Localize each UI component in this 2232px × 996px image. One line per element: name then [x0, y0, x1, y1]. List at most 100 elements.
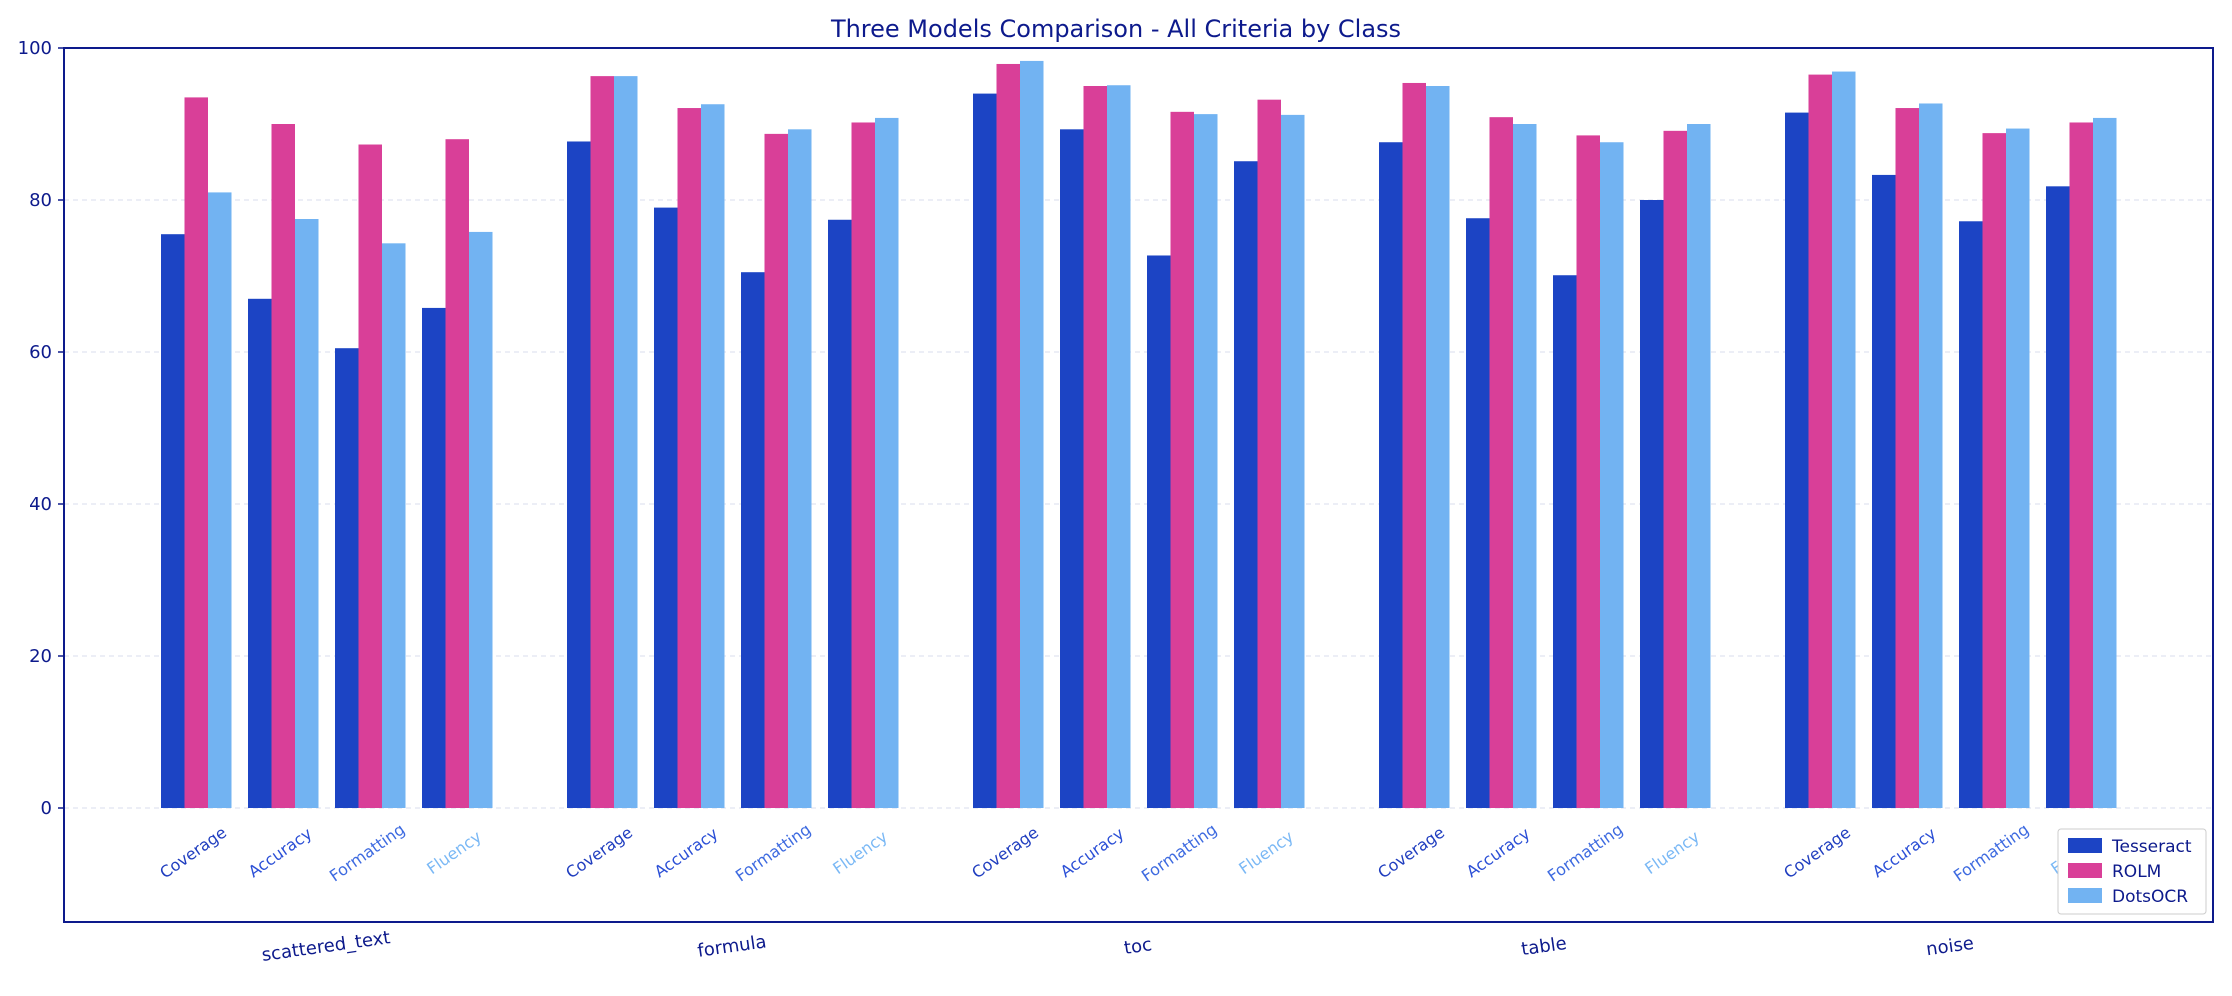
criterion-label-accuracy: Accuracy [1463, 824, 1534, 881]
bar-dotsocr-toc-accuracy [1107, 85, 1131, 809]
legend: Tesseract ROLM DotsOCR [2057, 828, 2207, 915]
bar-tesseract-scattered_text-accuracy [248, 298, 272, 808]
bar-dotsocr-scattered_text-coverage [208, 192, 232, 808]
criterion-label-accuracy: Accuracy [1057, 824, 1128, 881]
y-tick-label: 60 [29, 342, 52, 363]
bar-rolm-toc-formatting [1170, 111, 1194, 809]
bar-tesseract-noise-fluency [2046, 186, 2070, 808]
criteria-labels: Coverage Accuracy Formatting Fluency Coverag… [156, 820, 2109, 886]
bar-rolm-formula-coverage [590, 76, 614, 809]
bar-rolm-noise-accuracy [1895, 108, 1919, 809]
bar-dotsocr-noise-coverage [1832, 71, 1856, 808]
criterion-label-formatting: Formatting [326, 820, 408, 886]
y-tick-label: 20 [29, 646, 52, 667]
bar-rolm-scattered_text-fluency [445, 139, 469, 808]
bar-dotsocr-toc-coverage [1020, 60, 1044, 809]
legend-label-rolm: ROLM [2112, 862, 2161, 882]
bar-tesseract-toc-accuracy [1060, 129, 1084, 808]
bar-rolm-formula-accuracy [677, 108, 701, 809]
bar-rolm-noise-coverage [1808, 74, 1832, 809]
y-tick-label: 0 [41, 798, 52, 819]
bar-rolm-scattered_text-accuracy [271, 124, 295, 808]
bar-tesseract-table-coverage [1379, 142, 1403, 809]
bar-rolm-formula-formatting [764, 133, 788, 808]
bar-tesseract-scattered_text-coverage [161, 234, 185, 808]
bar-dotsocr-formula-coverage [614, 76, 638, 809]
criterion-label-accuracy: Accuracy [651, 824, 722, 881]
criterion-label-formatting: Formatting [732, 820, 814, 886]
bar-rolm-table-coverage [1402, 82, 1426, 808]
legend-label-dotsocr: DotsOCR [2112, 887, 2188, 907]
bar-dotsocr-table-fluency [1687, 124, 1711, 808]
legend-swatch-rolm [2068, 863, 2102, 878]
bar-dotsocr-toc-fluency [1281, 114, 1305, 808]
bars [161, 60, 2117, 809]
bar-tesseract-formula-formatting [741, 272, 765, 808]
criterion-label-fluency: Fluency [1641, 827, 1703, 878]
criterion-label-coverage: Coverage [1374, 823, 1448, 883]
plot-frame [63, 47, 2214, 923]
class-label-formula: formula [696, 931, 768, 961]
bar-dotsocr-formula-accuracy [701, 104, 725, 809]
y-axis-ticks: 0 20 40 60 80 100 [18, 38, 64, 819]
bar-dotsocr-formula-fluency [875, 117, 899, 809]
legend-swatch-dotsocr [2068, 888, 2102, 903]
criterion-label-fluency: Fluency [829, 827, 891, 878]
criterion-label-accuracy: Accuracy [245, 824, 316, 881]
bar-tesseract-noise-accuracy [1872, 174, 1896, 809]
bar-rolm-formula-fluency [851, 122, 875, 809]
criterion-label-accuracy: Accuracy [1869, 824, 1940, 881]
bar-tesseract-formula-fluency [828, 219, 852, 808]
bar-tesseract-table-fluency [1640, 200, 1664, 808]
y-tick-label: 40 [29, 494, 52, 515]
bar-rolm-scattered_text-formatting [358, 144, 382, 808]
bar-dotsocr-noise-accuracy [1919, 103, 1943, 809]
bar-dotsocr-toc-formatting [1194, 114, 1218, 809]
bar-dotsocr-scattered_text-formatting [382, 243, 406, 808]
y-tick-label: 100 [18, 38, 52, 59]
bar-dotsocr-noise-fluency [2093, 117, 2117, 809]
criterion-label-formatting: Formatting [1544, 820, 1626, 886]
bar-dotsocr-table-accuracy [1513, 124, 1537, 808]
chart-title: Three Models Comparison - All Criteria b… [830, 15, 1401, 43]
criterion-label-coverage: Coverage [156, 823, 230, 883]
legend-label-tesseract: Tesseract [2111, 837, 2192, 857]
bar-tesseract-toc-coverage [973, 93, 997, 809]
bar-tesseract-formula-coverage [567, 141, 591, 809]
class-label-table: table [1520, 933, 1568, 960]
criterion-label-coverage: Coverage [1780, 823, 1854, 883]
criterion-label-coverage: Coverage [968, 823, 1042, 883]
bar-rolm-toc-accuracy [1083, 86, 1107, 808]
bar-tesseract-table-formatting [1553, 275, 1577, 808]
bar-tesseract-toc-fluency [1234, 161, 1258, 809]
y-tick-label: 80 [29, 190, 52, 211]
bar-rolm-table-fluency [1663, 130, 1687, 809]
criterion-label-fluency: Fluency [423, 827, 485, 878]
criterion-label-formatting: Formatting [1138, 820, 1220, 886]
bar-rolm-toc-fluency [1257, 99, 1281, 809]
bar-tesseract-noise-formatting [1959, 221, 1983, 808]
bar-dotsocr-table-coverage [1426, 86, 1450, 808]
bar-rolm-noise-formatting [1982, 133, 2006, 808]
bar-dotsocr-noise-formatting [2006, 128, 2030, 808]
bar-tesseract-formula-accuracy [654, 207, 678, 809]
bar-rolm-table-formatting [1576, 135, 1600, 808]
legend-swatch-tesseract [2068, 838, 2102, 853]
bar-rolm-toc-coverage [996, 63, 1020, 808]
bar-rolm-table-accuracy [1489, 117, 1513, 808]
class-label-noise: noise [1925, 933, 1975, 960]
class-label-scattered_text: scattered_text [260, 927, 391, 966]
class-label-toc: toc [1123, 934, 1154, 959]
bar-rolm-scattered_text-coverage [184, 97, 208, 808]
criterion-label-fluency: Fluency [1235, 827, 1297, 878]
criterion-label-formatting: Formatting [1950, 820, 2032, 886]
bar-dotsocr-scattered_text-fluency [469, 231, 493, 809]
bar-tesseract-toc-formatting [1147, 255, 1171, 809]
class-labels: scattered_text formula toc table noise [260, 927, 1975, 966]
bar-tesseract-scattered_text-formatting [335, 348, 359, 808]
grid-lines [64, 199, 2213, 809]
bar-tesseract-noise-coverage [1785, 112, 1809, 809]
bar-dotsocr-formula-formatting [788, 129, 812, 808]
